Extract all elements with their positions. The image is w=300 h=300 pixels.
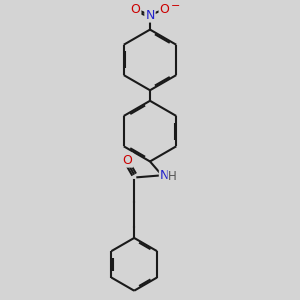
Text: −: − [171, 1, 180, 11]
Text: N: N [145, 9, 155, 22]
Text: O: O [160, 3, 170, 16]
Text: O: O [123, 154, 133, 166]
Text: N: N [160, 169, 169, 182]
Text: O: O [130, 3, 140, 16]
Text: H: H [168, 170, 177, 183]
